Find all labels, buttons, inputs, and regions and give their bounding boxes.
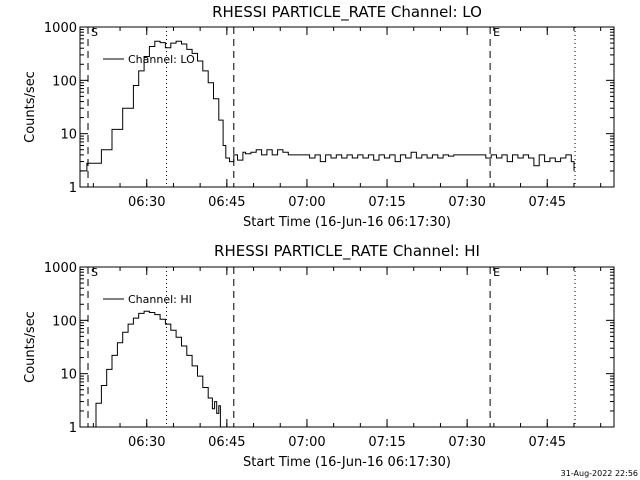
y-tick-label: 1 <box>69 421 77 436</box>
x-axis-label: Start Time (16-Jun-16 06:17:30) <box>243 215 451 230</box>
hi-channel-plot: RHESSI PARTICLE_RATE Channel: HI 1 10 100 10… <box>23 242 615 470</box>
y-tick-label: 100 <box>52 74 77 89</box>
y-tick-label: 100 <box>52 314 77 329</box>
y-tick-label: 1000 <box>44 21 77 36</box>
y-tick-label: 10 <box>60 368 77 383</box>
x-tick-label: 07:30 <box>448 195 485 210</box>
x-tick-label: 07:30 <box>448 435 485 450</box>
x-tick-label: 06:45 <box>208 195 245 210</box>
timestamp-footer: 31-Aug-2022 22:56 <box>561 469 638 478</box>
x-tick-label: 07:45 <box>529 435 566 450</box>
x-tick-label: 06:30 <box>128 195 165 210</box>
x-tick-label: 06:30 <box>128 435 165 450</box>
x-axis-label: Start Time (16-Jun-16 06:17:30) <box>243 455 451 470</box>
series-line-lo <box>80 40 575 172</box>
x-tick-label: 06:45 <box>208 435 245 450</box>
end-marker-label: E <box>493 266 500 279</box>
start-marker-label: S <box>91 266 98 279</box>
legend-label: Channel: LO <box>128 53 195 66</box>
y-axis-label: Counts/sec <box>23 311 38 383</box>
plot-frame <box>79 266 615 428</box>
y-axis-label: Counts/sec <box>23 71 38 143</box>
y-tick-label: 10 <box>60 128 77 143</box>
end-marker-label: E <box>493 26 500 39</box>
start-marker-label: S <box>91 26 98 39</box>
plot-frame <box>79 26 615 188</box>
x-tick-label: 07:15 <box>368 435 405 450</box>
legend-label: Channel: HI <box>128 293 192 306</box>
x-tick-label: 07:15 <box>368 195 405 210</box>
x-tick-label: 07:00 <box>288 195 325 210</box>
x-tick-label: 07:00 <box>288 435 325 450</box>
x-tick-label: 07:45 <box>529 195 566 210</box>
y-tick-label: 1 <box>69 181 77 196</box>
series-line-hi <box>90 310 221 428</box>
lo-channel-plot: RHESSI PARTICLE_RATE Channel: LO 1 10 100 10… <box>23 3 615 230</box>
chart-title: RHESSI PARTICLE_RATE Channel: LO <box>212 3 482 22</box>
chart-title: RHESSI PARTICLE_RATE Channel: HI <box>214 242 480 261</box>
y-tick-label: 1000 <box>44 261 77 276</box>
